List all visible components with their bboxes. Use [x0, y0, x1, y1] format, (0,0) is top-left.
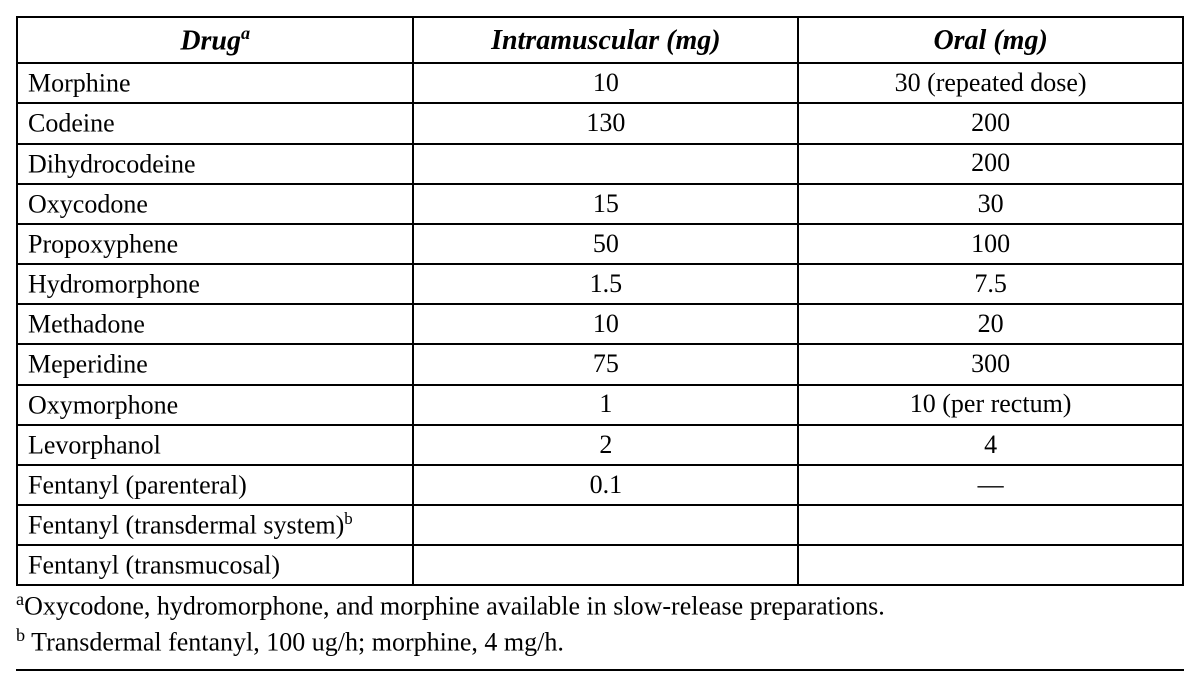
- col-header-drug-label: Drug: [180, 25, 241, 56]
- col-header-drug: Druga: [17, 17, 413, 63]
- cell-oral: 100: [798, 224, 1183, 264]
- cell-drug: Levorphanol: [17, 425, 413, 465]
- cell-im: 15: [413, 184, 798, 224]
- table-container: Druga Intramuscular (mg) Oral (mg) Morph…: [16, 16, 1184, 671]
- footnote-b-marker: b: [16, 625, 25, 645]
- cell-oral: [798, 545, 1183, 585]
- drug-name: Oxymorphone: [28, 390, 178, 419]
- col-header-im-label: Intramuscular (mg): [491, 25, 721, 56]
- cell-oral: 200: [798, 144, 1183, 184]
- drug-name: Hydromorphone: [28, 270, 200, 299]
- table-row: Codeine 130 200: [17, 103, 1183, 143]
- footnote-b-text: Transdermal fentanyl, 100 ug/h; morphine…: [25, 627, 564, 656]
- cell-drug: Methadone: [17, 304, 413, 344]
- cell-im: 1: [413, 385, 798, 425]
- cell-oral: 20: [798, 304, 1183, 344]
- table-row: Fentanyl (transdermal system)b: [17, 505, 1183, 545]
- cell-drug: Dihydrocodeine: [17, 144, 413, 184]
- table-row: Hydromorphone 1.5 7.5: [17, 264, 1183, 304]
- table-row: Propoxyphene 50 100: [17, 224, 1183, 264]
- drug-name: Codeine: [28, 109, 115, 138]
- cell-im: 1.5: [413, 264, 798, 304]
- footnote-b: b Transdermal fentanyl, 100 ug/h; morphi…: [16, 624, 1184, 659]
- cell-drug: Meperidine: [17, 344, 413, 384]
- cell-drug: Fentanyl (transdermal system)b: [17, 505, 413, 545]
- drug-name: Propoxyphene: [28, 230, 178, 259]
- drug-name: Levorphanol: [28, 430, 161, 459]
- footnote-a-marker: a: [16, 589, 24, 609]
- drug-name: Meperidine: [28, 350, 148, 379]
- drug-sup: b: [344, 509, 352, 528]
- col-header-im: Intramuscular (mg): [413, 17, 798, 63]
- table-row: Meperidine 75 300: [17, 344, 1183, 384]
- cell-drug: Codeine: [17, 103, 413, 143]
- cell-drug: Oxymorphone: [17, 385, 413, 425]
- cell-oral: 30 (repeated dose): [798, 63, 1183, 103]
- table-header-row: Druga Intramuscular (mg) Oral (mg): [17, 17, 1183, 63]
- table-row: Levorphanol 2 4: [17, 425, 1183, 465]
- cell-im: 75: [413, 344, 798, 384]
- col-header-oral-label: Oral (mg): [933, 25, 1047, 56]
- cell-oral: 200: [798, 103, 1183, 143]
- table-row: Fentanyl (parenteral) 0.1 —: [17, 465, 1183, 505]
- cell-im: 0.1: [413, 465, 798, 505]
- table-row: Fentanyl (transmucosal): [17, 545, 1183, 585]
- cell-im: 2: [413, 425, 798, 465]
- cell-oral: 4: [798, 425, 1183, 465]
- cell-drug: Fentanyl (transmucosal): [17, 545, 413, 585]
- cell-oral: 7.5: [798, 264, 1183, 304]
- col-header-drug-sup: a: [241, 23, 250, 43]
- cell-oral: —: [798, 465, 1183, 505]
- cell-im: 10: [413, 63, 798, 103]
- footnotes: aOxycodone, hydromorphone, and morphine …: [16, 586, 1184, 671]
- drug-name: Dihydrocodeine: [28, 149, 196, 178]
- footnote-a-text: Oxycodone, hydromorphone, and morphine a…: [24, 592, 885, 621]
- cell-oral: 30: [798, 184, 1183, 224]
- drug-name: Fentanyl (parenteral): [28, 471, 247, 500]
- cell-im: 50: [413, 224, 798, 264]
- cell-drug: Oxycodone: [17, 184, 413, 224]
- drug-name: Fentanyl (transdermal system): [28, 511, 344, 540]
- cell-oral: 10 (per rectum): [798, 385, 1183, 425]
- cell-im: [413, 144, 798, 184]
- table-row: Morphine 10 30 (repeated dose): [17, 63, 1183, 103]
- cell-oral: 300: [798, 344, 1183, 384]
- drug-name: Methadone: [28, 310, 145, 339]
- drug-name: Oxycodone: [28, 189, 148, 218]
- table-row: Oxycodone 15 30: [17, 184, 1183, 224]
- cell-drug: Morphine: [17, 63, 413, 103]
- cell-im: 130: [413, 103, 798, 143]
- cell-im: [413, 505, 798, 545]
- col-header-oral: Oral (mg): [798, 17, 1183, 63]
- cell-oral: [798, 505, 1183, 545]
- equianalgesic-table: Druga Intramuscular (mg) Oral (mg) Morph…: [16, 16, 1184, 586]
- table-row: Oxymorphone 1 10 (per rectum): [17, 385, 1183, 425]
- table-row: Dihydrocodeine 200: [17, 144, 1183, 184]
- drug-name: Fentanyl (transmucosal): [28, 551, 280, 580]
- footnote-a: aOxycodone, hydromorphone, and morphine …: [16, 588, 1184, 623]
- drug-name: Morphine: [28, 69, 131, 98]
- cell-im: 10: [413, 304, 798, 344]
- table-row: Methadone 10 20: [17, 304, 1183, 344]
- cell-drug: Propoxyphene: [17, 224, 413, 264]
- table-body: Morphine 10 30 (repeated dose) Codeine 1…: [17, 63, 1183, 585]
- cell-drug: Hydromorphone: [17, 264, 413, 304]
- cell-drug: Fentanyl (parenteral): [17, 465, 413, 505]
- cell-im: [413, 545, 798, 585]
